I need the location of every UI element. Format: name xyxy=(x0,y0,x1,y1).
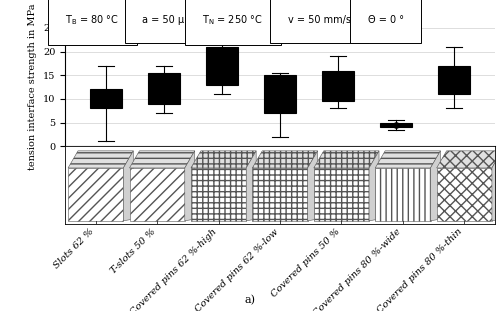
PathPatch shape xyxy=(380,123,412,127)
Polygon shape xyxy=(252,151,318,168)
Bar xyxy=(436,168,492,221)
Text: Covered pins 80 %-wide: Covered pins 80 %-wide xyxy=(312,227,403,311)
Polygon shape xyxy=(430,151,440,221)
Text: v = 50 mm/s: v = 50 mm/s xyxy=(288,15,350,25)
Text: Covered pins 50 %: Covered pins 50 % xyxy=(270,227,342,299)
Text: Covered pins 62 %-high: Covered pins 62 %-high xyxy=(128,227,218,311)
Polygon shape xyxy=(369,151,379,221)
Polygon shape xyxy=(375,151,440,168)
PathPatch shape xyxy=(322,71,354,101)
Text: Θ = 0 °: Θ = 0 ° xyxy=(368,15,404,25)
Polygon shape xyxy=(492,151,500,221)
Polygon shape xyxy=(130,151,194,168)
Polygon shape xyxy=(308,151,318,221)
Polygon shape xyxy=(185,151,194,221)
Polygon shape xyxy=(436,151,500,168)
Polygon shape xyxy=(124,151,134,221)
PathPatch shape xyxy=(148,73,180,104)
PathPatch shape xyxy=(206,47,238,85)
Bar xyxy=(68,168,124,221)
Text: a): a) xyxy=(244,295,256,305)
Bar xyxy=(375,168,430,221)
Polygon shape xyxy=(246,151,256,221)
Text: Covered pins 80 %-thin: Covered pins 80 %-thin xyxy=(376,227,464,311)
Text: a = 50 μm: a = 50 μm xyxy=(142,15,194,25)
Y-axis label: tension interface strength in MPa: tension interface strength in MPa xyxy=(28,4,38,170)
PathPatch shape xyxy=(264,75,296,113)
Bar xyxy=(130,168,185,221)
Text: Covered pins 62 %-low: Covered pins 62 %-low xyxy=(194,227,280,311)
Text: T$_\mathrm{B}$ = 80 °C: T$_\mathrm{B}$ = 80 °C xyxy=(65,13,119,27)
Polygon shape xyxy=(68,151,134,168)
Text: T-slots 50 %: T-slots 50 % xyxy=(109,227,157,275)
Polygon shape xyxy=(191,151,256,168)
Text: Slots 62 %: Slots 62 % xyxy=(52,227,96,271)
Polygon shape xyxy=(314,151,379,168)
Bar xyxy=(191,168,246,221)
Text: T$_\mathrm{N}$ = 250 °C: T$_\mathrm{N}$ = 250 °C xyxy=(202,13,263,27)
PathPatch shape xyxy=(438,66,470,94)
Bar xyxy=(252,168,308,221)
Bar xyxy=(314,168,369,221)
PathPatch shape xyxy=(90,90,122,108)
